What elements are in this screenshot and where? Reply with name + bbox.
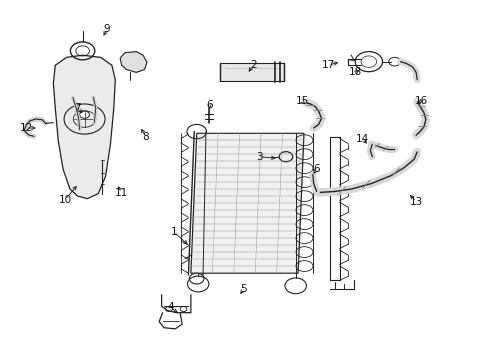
Text: 4: 4 [167,302,173,312]
Text: 18: 18 [348,67,362,77]
Polygon shape [53,55,115,199]
Text: 11: 11 [115,188,128,198]
Text: 1: 1 [170,227,177,237]
Text: 10: 10 [59,195,71,205]
Circle shape [80,111,89,118]
Text: 14: 14 [355,134,368,144]
Text: 12: 12 [20,123,33,133]
Text: 2: 2 [249,60,256,70]
Text: 13: 13 [408,197,422,207]
Text: 15: 15 [295,96,308,106]
Text: 5: 5 [240,284,246,294]
Text: 17: 17 [321,60,334,70]
Text: 16: 16 [413,96,427,106]
Text: 9: 9 [103,24,110,35]
Text: 8: 8 [142,132,149,142]
Polygon shape [190,134,304,273]
Text: 7: 7 [74,103,81,113]
Text: 6: 6 [205,100,212,110]
Text: 3: 3 [255,152,262,162]
Bar [220,63,283,81]
Text: 6: 6 [313,164,319,174]
Polygon shape [120,51,147,72]
